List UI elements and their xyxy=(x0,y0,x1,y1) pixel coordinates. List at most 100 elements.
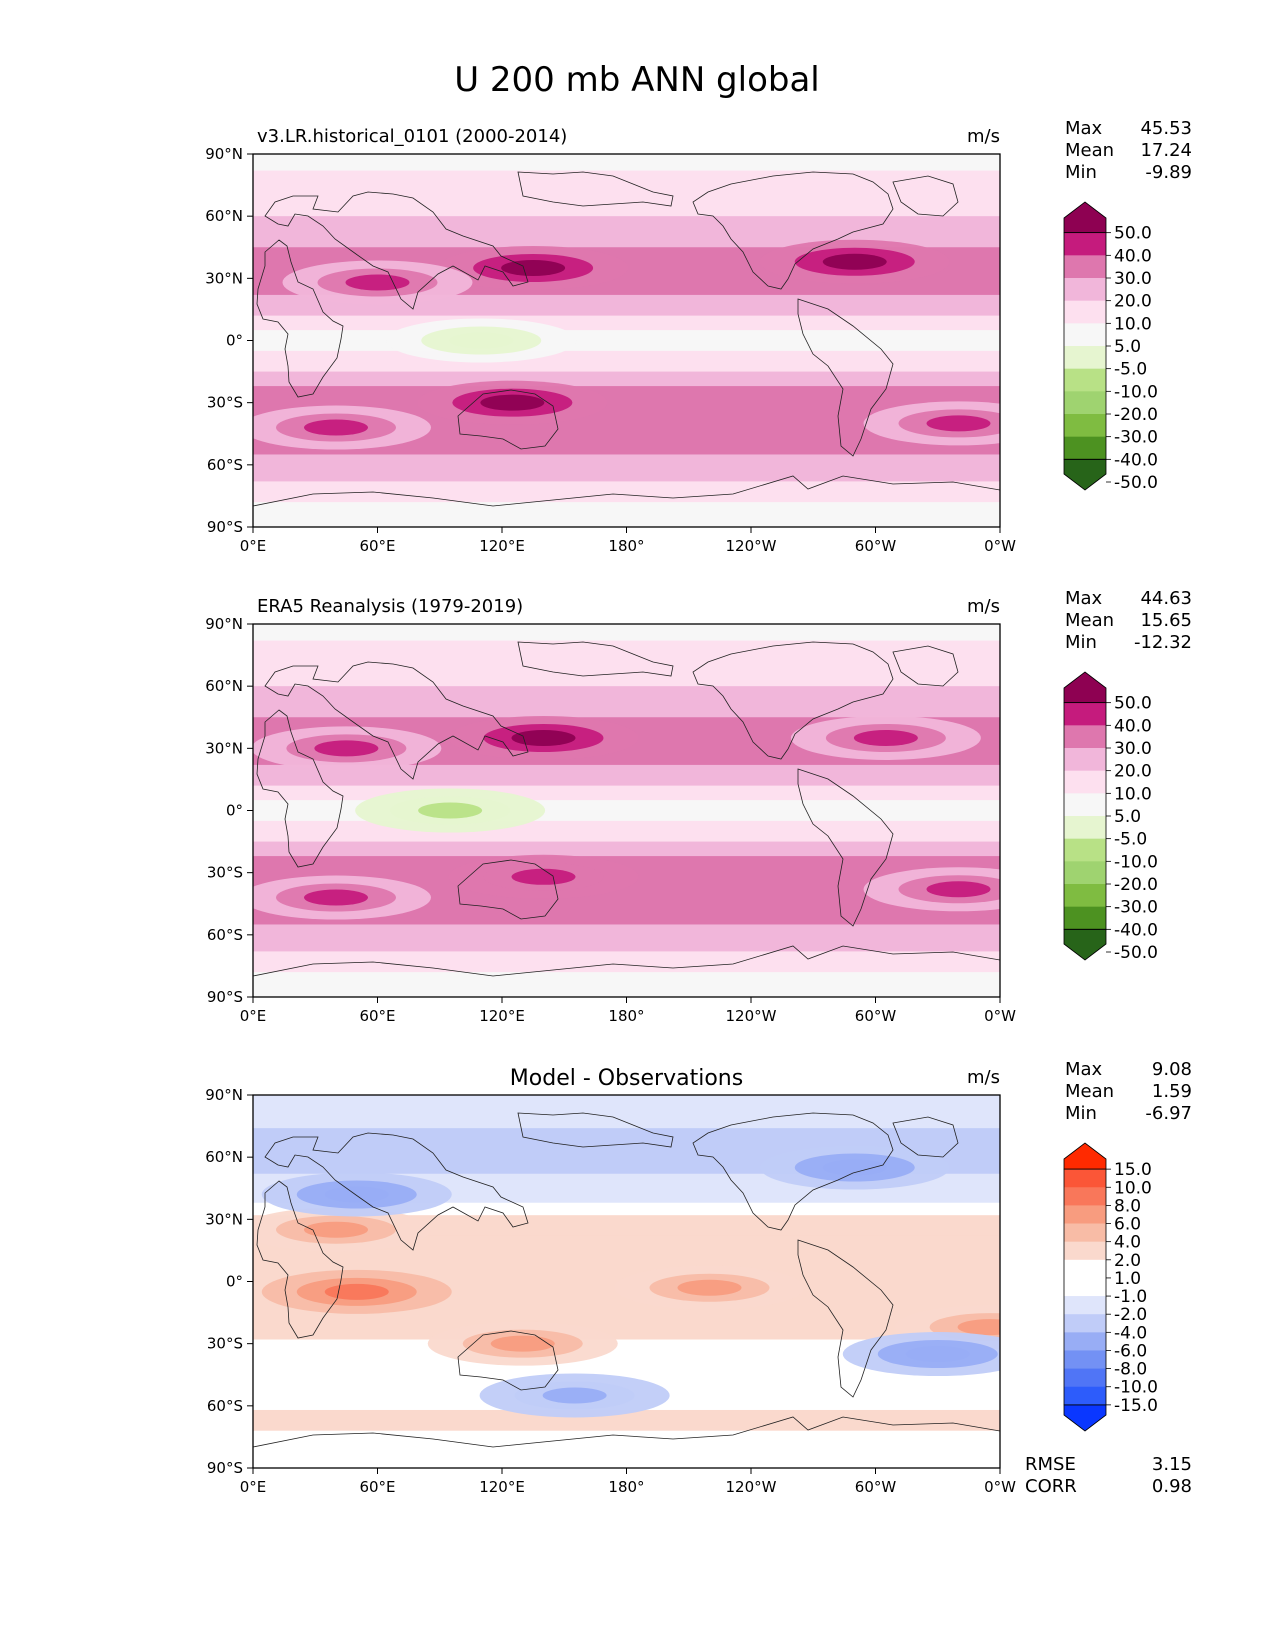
field-band xyxy=(253,371,1000,387)
panel-observations: 90°N 60°N 30°N 0° 30°S 60°S 90°S0°E 60°E 120°E 18… xyxy=(205,588,1192,1025)
colorbar: 15.010.08.06.04.02.01.0-1.0-2.0-4.0-6.0-… xyxy=(1063,1142,1158,1432)
field-feature xyxy=(324,1283,389,1300)
colorbar-label: -15.0 xyxy=(1114,1396,1158,1416)
colorbar-label: 40.0 xyxy=(1114,716,1152,736)
colorbar-label: 6.0 xyxy=(1114,1215,1141,1235)
colorbar-extend-top xyxy=(1063,671,1107,704)
extra-stat-value: 0.98 xyxy=(1152,1476,1192,1497)
colorbar-extend-top xyxy=(1063,201,1107,234)
field-band xyxy=(253,294,1000,317)
colorbar-label: 15.0 xyxy=(1114,1160,1152,1180)
stat-label: Max xyxy=(1065,588,1103,609)
colorbar-label: -30.0 xyxy=(1114,428,1158,448)
colorbar-segment xyxy=(1064,323,1106,347)
colorbar-segment xyxy=(1064,906,1106,930)
field-feature xyxy=(480,394,545,411)
colorbar-label: 1.0 xyxy=(1114,1269,1141,1289)
field-band xyxy=(253,1409,1000,1432)
field-feature xyxy=(304,1221,368,1238)
lat-tick-label: 60°N xyxy=(205,677,243,695)
stat-label: Min xyxy=(1065,632,1097,653)
panel-units: m/s xyxy=(967,596,1000,617)
field-feature xyxy=(511,729,576,746)
lon-tick-label: 60°E xyxy=(359,1478,395,1496)
colorbar-segment xyxy=(1064,1368,1106,1388)
colorbar-segment xyxy=(1064,1169,1106,1188)
field-band xyxy=(253,350,1000,373)
lon-tick-label: 120°W xyxy=(726,1478,777,1496)
colorbar-label: 5.0 xyxy=(1114,807,1141,827)
field-band xyxy=(253,1215,1000,1237)
lat-tick-label: 0° xyxy=(226,1273,243,1291)
lat-tick-label: 90°N xyxy=(205,615,243,633)
stat-value: -6.97 xyxy=(1145,1103,1192,1124)
colorbar-extend-bottom xyxy=(1063,458,1107,491)
field-band xyxy=(253,1202,1000,1216)
lat-tick-label: 30°N xyxy=(205,269,243,287)
colorbar-label: -5.0 xyxy=(1114,830,1147,850)
field-feature xyxy=(304,419,368,436)
stat-label: Min xyxy=(1065,162,1097,183)
colorbar-segment xyxy=(1064,1277,1106,1297)
field-band xyxy=(253,924,1000,952)
colorbar-segment xyxy=(1064,816,1106,840)
stat-label: Mean xyxy=(1065,140,1114,161)
colorbar-segment xyxy=(1064,1223,1106,1243)
lat-tick-label: 30°S xyxy=(207,864,243,882)
colorbar-segment xyxy=(1064,748,1106,772)
colorbar-label: 4.0 xyxy=(1114,1233,1141,1253)
colorbar-segment xyxy=(1064,436,1106,460)
field-feature xyxy=(542,1387,607,1404)
colorbar-segment xyxy=(1064,391,1106,415)
lat-tick-label: 90°S xyxy=(207,518,243,536)
stat-label: Mean xyxy=(1065,1081,1114,1102)
field-band xyxy=(253,1095,1000,1129)
stat-value: 44.63 xyxy=(1140,588,1192,609)
colorbar-label: -20.0 xyxy=(1114,405,1158,425)
lat-tick-label: 30°N xyxy=(205,1210,243,1228)
stat-label: Max xyxy=(1065,118,1103,139)
field-band xyxy=(253,972,1000,997)
stat-label: Mean xyxy=(1065,610,1114,631)
field-feature xyxy=(677,1279,742,1296)
panel-title: Model - Observations xyxy=(510,1066,743,1091)
stat-value: -9.89 xyxy=(1145,162,1192,183)
lon-tick-label: 60°E xyxy=(359,537,395,555)
colorbar-label: 10.0 xyxy=(1114,314,1152,334)
lon-tick-label: 180° xyxy=(608,1478,644,1496)
lat-tick-label: 30°S xyxy=(207,1335,243,1353)
stat-label: Max xyxy=(1065,1059,1103,1080)
colorbar-label: 30.0 xyxy=(1114,269,1152,289)
field-feature xyxy=(449,332,514,349)
figure-title: U 200 mb ANN global xyxy=(454,60,820,100)
lon-tick-label: 60°E xyxy=(359,1007,395,1025)
lon-tick-label: 180° xyxy=(608,1007,644,1025)
field-feature xyxy=(905,1346,970,1363)
colorbar-segment xyxy=(1064,300,1106,324)
lat-tick-label: 30°S xyxy=(207,394,243,412)
lat-tick-label: 60°S xyxy=(207,456,243,474)
field-band xyxy=(253,502,1000,527)
field-feature xyxy=(345,274,410,291)
colorbar-label: -40.0 xyxy=(1114,920,1158,940)
colorbar-label: 40.0 xyxy=(1114,246,1152,266)
colorbar-segment xyxy=(1064,346,1106,370)
lat-tick-label: 60°N xyxy=(205,207,243,225)
panel-title: v3.LR.historical_0101 (2000-2014) xyxy=(257,126,567,147)
lon-tick-label: 0°W xyxy=(984,1478,1016,1496)
colorbar-segment xyxy=(1064,1296,1106,1315)
field-band xyxy=(253,330,1000,352)
colorbar-label: -20.0 xyxy=(1114,875,1158,895)
colorbar-extend-bottom xyxy=(1063,928,1107,961)
field-feature xyxy=(957,1319,1000,1336)
field-band xyxy=(253,820,1000,843)
extra-stat-value: 3.15 xyxy=(1152,1454,1192,1475)
lon-tick-label: 120°W xyxy=(726,1007,777,1025)
colorbar-segment xyxy=(1064,278,1106,302)
lat-tick-label: 90°N xyxy=(205,145,243,163)
colorbar-label: -1.0 xyxy=(1114,1287,1147,1307)
colorbar-label: -5.0 xyxy=(1114,360,1147,380)
field-feature xyxy=(418,802,483,819)
lat-tick-label: 0° xyxy=(226,332,243,350)
colorbar-label: 2.0 xyxy=(1114,1251,1141,1271)
